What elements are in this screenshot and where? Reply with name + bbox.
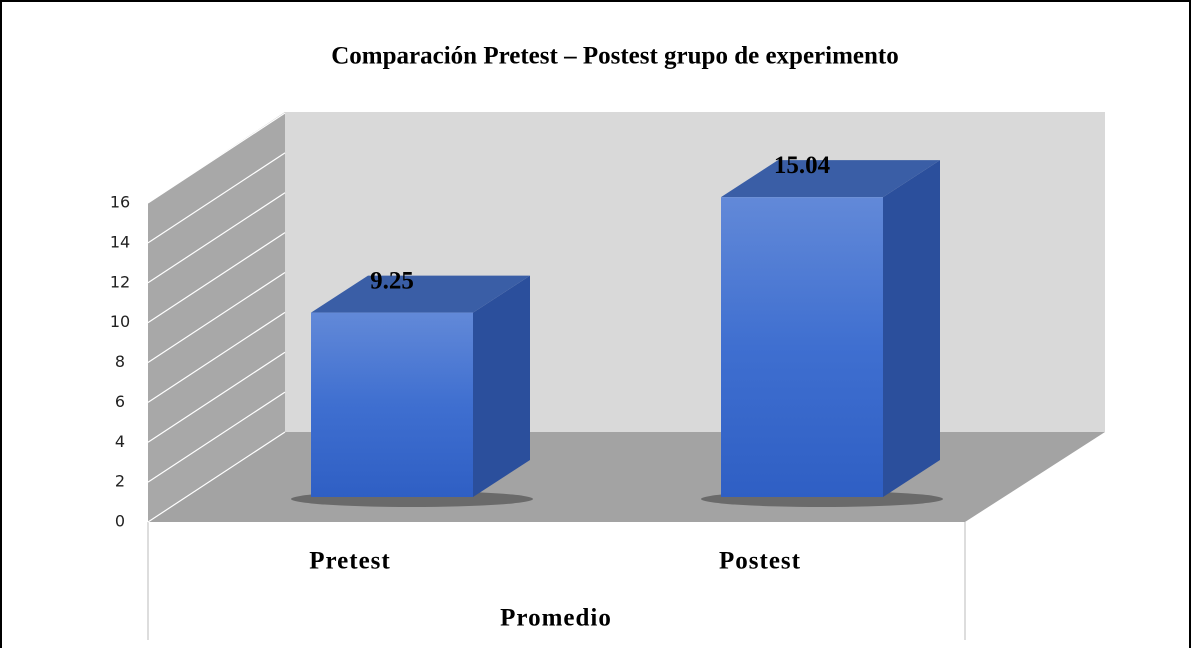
grid-line [147, 391, 286, 483]
grid-line [147, 232, 286, 324]
grid-line [147, 271, 286, 364]
y-tick-label: 4 [115, 432, 125, 451]
bar-top [721, 160, 940, 198]
y-tick-label: 2 [115, 472, 125, 491]
grid-line [147, 351, 286, 443]
y-tick-label: 16 [110, 193, 130, 212]
data-label: 9.25 [370, 267, 414, 294]
bar [721, 197, 883, 497]
y-tick-label: 12 [110, 272, 130, 291]
x-axis-label: Promedio [500, 605, 612, 632]
floor [148, 432, 1105, 522]
y-tick-label: 8 [115, 352, 125, 371]
chart-title: Comparación Pretest – Postest grupo de e… [331, 43, 898, 70]
grid-line [147, 192, 286, 284]
grid-line [147, 431, 286, 523]
y-tick-label: 10 [110, 312, 130, 331]
x-tick-label: Pretest [309, 548, 391, 575]
grid-line [147, 311, 286, 403]
y-tick-label: 14 [110, 232, 130, 251]
x-tick-label: Postest [719, 548, 801, 575]
bar-top [311, 275, 530, 313]
grid-line [147, 152, 286, 244]
y-tick-label: 6 [115, 392, 125, 411]
bar [311, 312, 473, 497]
bar-side [473, 275, 530, 497]
data-label: 15.04 [774, 152, 831, 179]
grid-line [147, 112, 286, 204]
bar-side [883, 160, 940, 497]
y-tick-label: 0 [115, 512, 125, 531]
